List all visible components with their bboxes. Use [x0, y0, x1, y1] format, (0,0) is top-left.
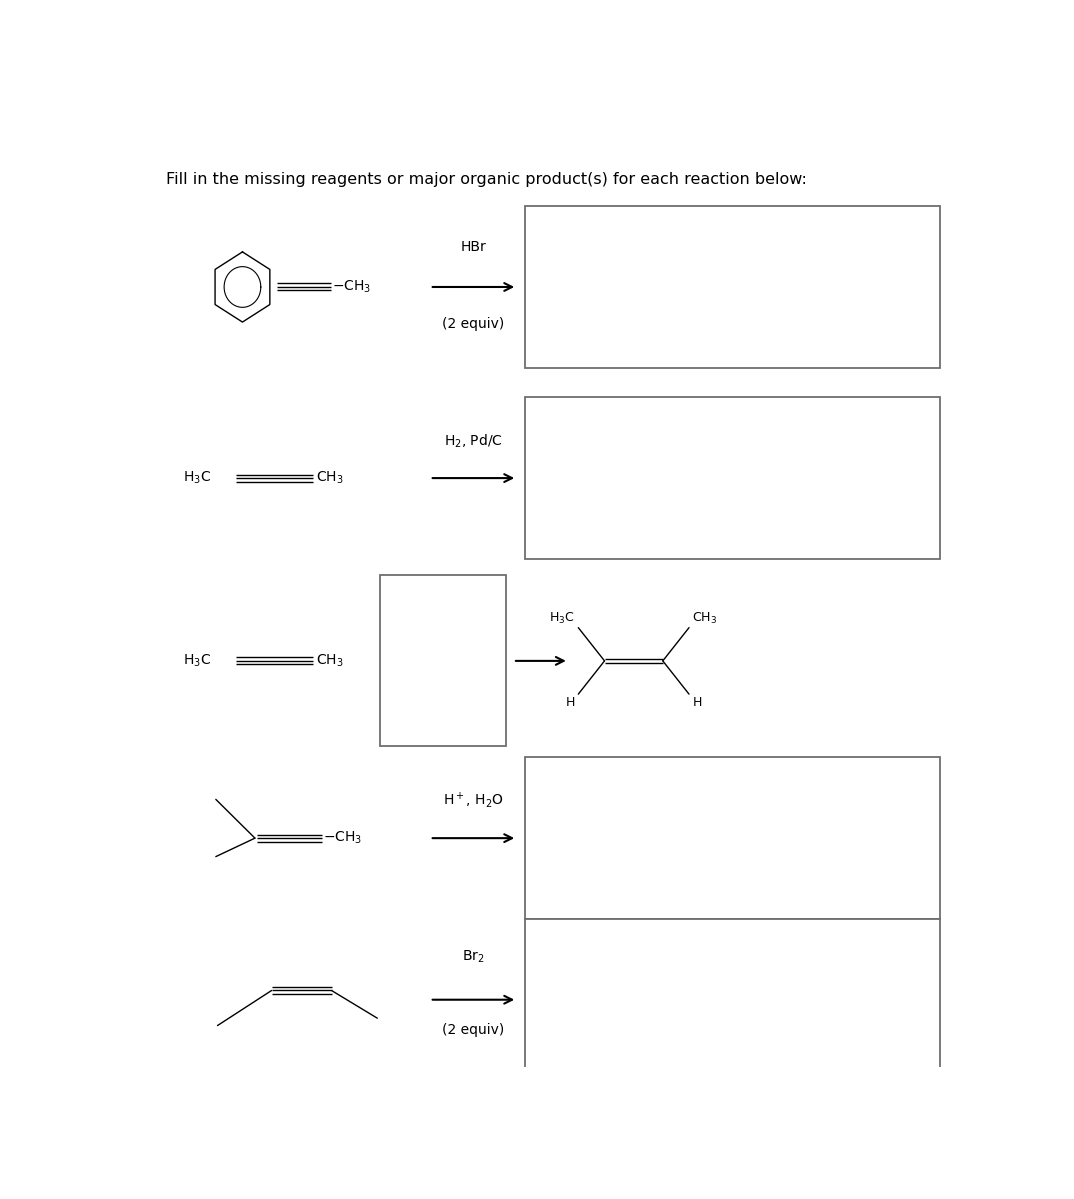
Text: CH$_3$: CH$_3$ — [316, 652, 344, 669]
Text: $-$CH$_3$: $-$CH$_3$ — [332, 279, 372, 295]
Text: Br$_2$: Br$_2$ — [462, 948, 484, 965]
Bar — [525, 206, 940, 368]
Text: H$^+$, H$_2$O: H$^+$, H$_2$O — [442, 791, 504, 811]
Text: Fill in the missing reagents or major organic product(s) for each reaction below: Fill in the missing reagents or major or… — [165, 171, 807, 187]
Bar — [380, 576, 506, 746]
Text: (2 equiv): (2 equiv) — [442, 1023, 505, 1037]
Text: H: H — [566, 695, 575, 709]
Bar — [525, 397, 940, 559]
Text: HBr: HBr — [461, 240, 487, 254]
Text: CH$_3$: CH$_3$ — [693, 610, 717, 626]
Text: $-$CH$_3$: $-$CH$_3$ — [323, 830, 362, 846]
Text: (2 equiv): (2 equiv) — [442, 318, 505, 331]
Text: H$_3$C: H$_3$C — [183, 470, 211, 487]
Bar — [525, 918, 940, 1080]
Text: H$_3$C: H$_3$C — [183, 652, 211, 669]
Text: CH$_3$: CH$_3$ — [316, 470, 344, 487]
Text: H: H — [693, 695, 701, 709]
Text: H$_2$, Pd/C: H$_2$, Pd/C — [444, 433, 503, 451]
Bar — [525, 758, 940, 918]
Text: H$_3$C: H$_3$C — [550, 610, 575, 626]
